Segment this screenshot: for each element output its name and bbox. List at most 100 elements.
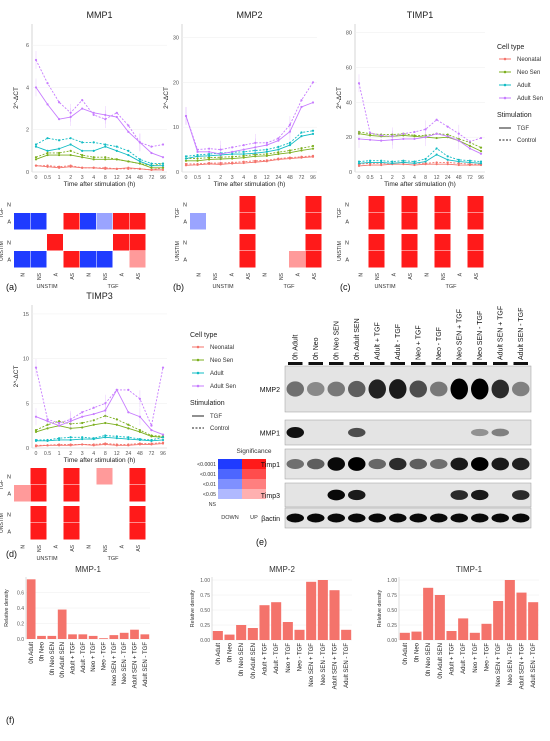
data-point	[161, 156, 165, 159]
bar	[317, 580, 328, 640]
x-tick-label: Neo - TGF	[102, 642, 108, 671]
heat-cell	[30, 196, 47, 213]
data-point	[479, 150, 483, 153]
blot-band	[450, 457, 468, 471]
data-point	[402, 137, 405, 141]
heat-cell	[129, 234, 146, 251]
heat-cell	[418, 251, 434, 268]
sig-level-label: <0.05	[203, 492, 216, 498]
x-tick-label: 0h Adult SEN	[60, 642, 66, 678]
sig-swatch	[218, 489, 242, 499]
data-point	[231, 161, 234, 164]
heat-col-label: AS	[136, 272, 142, 279]
heat-cell	[289, 234, 305, 251]
heat-group-label: TGF	[0, 480, 5, 490]
data-point	[115, 418, 118, 421]
data-point	[57, 421, 61, 425]
y-axis-label: 2^-ΔCT	[13, 366, 20, 388]
series-line-tgf	[185, 102, 314, 155]
x-tick-label: 8	[104, 175, 107, 181]
heat-cell	[80, 196, 96, 213]
heat-col-label: A	[119, 544, 125, 548]
heat-cell	[47, 196, 63, 213]
x-tick-label: 12	[114, 175, 120, 181]
panel-label-c: (c)	[340, 282, 351, 292]
bar	[68, 634, 77, 639]
blot-band	[389, 513, 407, 523]
lane-marker	[431, 362, 446, 365]
data-point	[161, 164, 165, 167]
x-tick-label: Neo - TGF	[298, 643, 304, 672]
heat-cell	[305, 234, 322, 251]
sig-swatch	[242, 459, 266, 469]
heat-cell	[467, 213, 484, 230]
data-point	[104, 434, 107, 437]
heat-cell	[47, 251, 63, 268]
data-point	[219, 161, 222, 165]
data-point	[424, 160, 427, 163]
chart-title: MMP-2	[269, 565, 295, 574]
series-line-ctrl	[186, 145, 314, 159]
data-point	[115, 423, 118, 426]
blot-band	[327, 489, 345, 501]
bar	[306, 581, 317, 640]
heat-cell	[289, 251, 305, 268]
heat-cell	[30, 213, 47, 230]
x-tick-label: 0	[358, 175, 361, 181]
x-tick-label: 24	[445, 175, 451, 181]
data-point	[138, 162, 142, 165]
series-line-tgf	[358, 163, 481, 167]
heat-cell	[96, 485, 113, 502]
blot-band	[348, 427, 366, 438]
heat-cell	[96, 506, 113, 523]
bar	[446, 631, 457, 640]
y-tick-label: 1.00	[387, 578, 397, 584]
data-point	[46, 438, 49, 442]
data-point	[265, 141, 268, 144]
heat-col-label: AS	[312, 272, 318, 279]
heat-col-label: NS	[103, 272, 109, 280]
lane-marker	[288, 362, 303, 365]
data-point	[69, 436, 72, 439]
x-tick-label: 0h Adult	[403, 643, 409, 665]
heat-cell	[14, 251, 30, 268]
heat-cell	[223, 196, 239, 213]
data-point	[115, 443, 118, 446]
heat-row-label: N	[7, 203, 11, 209]
data-point	[300, 135, 303, 138]
blot-band	[307, 382, 325, 396]
x-tick-label: 72	[149, 451, 155, 457]
data-point	[46, 164, 49, 167]
heat-col-label: A	[53, 272, 59, 276]
heat-cell	[368, 251, 385, 268]
series-line-tgf	[35, 144, 163, 167]
heat-row-label: A	[345, 258, 349, 264]
blot-band	[491, 379, 509, 399]
data-point	[34, 429, 38, 432]
data-point	[435, 153, 438, 156]
bar	[47, 635, 57, 639]
heat-cell	[272, 213, 289, 230]
data-point	[150, 166, 153, 169]
y-tick-label: 15	[23, 312, 29, 318]
data-point	[127, 423, 130, 426]
heat-cell	[63, 468, 80, 485]
data-point	[92, 166, 95, 169]
x-tick-label: 3	[81, 175, 84, 181]
data-point	[46, 82, 49, 85]
data-point	[196, 159, 199, 162]
data-point	[46, 103, 49, 106]
data-point	[311, 132, 315, 135]
data-point	[231, 152, 234, 156]
data-point	[69, 438, 72, 442]
heat-xgroup-label: TGF	[446, 284, 458, 290]
data-point	[413, 130, 416, 134]
legend-item: Adult	[517, 83, 531, 89]
data-point	[277, 148, 280, 151]
bar	[109, 635, 119, 639]
lane-label: Neo SEN + TGF	[456, 309, 463, 360]
data-point	[300, 131, 303, 134]
heat-cell	[113, 234, 129, 251]
